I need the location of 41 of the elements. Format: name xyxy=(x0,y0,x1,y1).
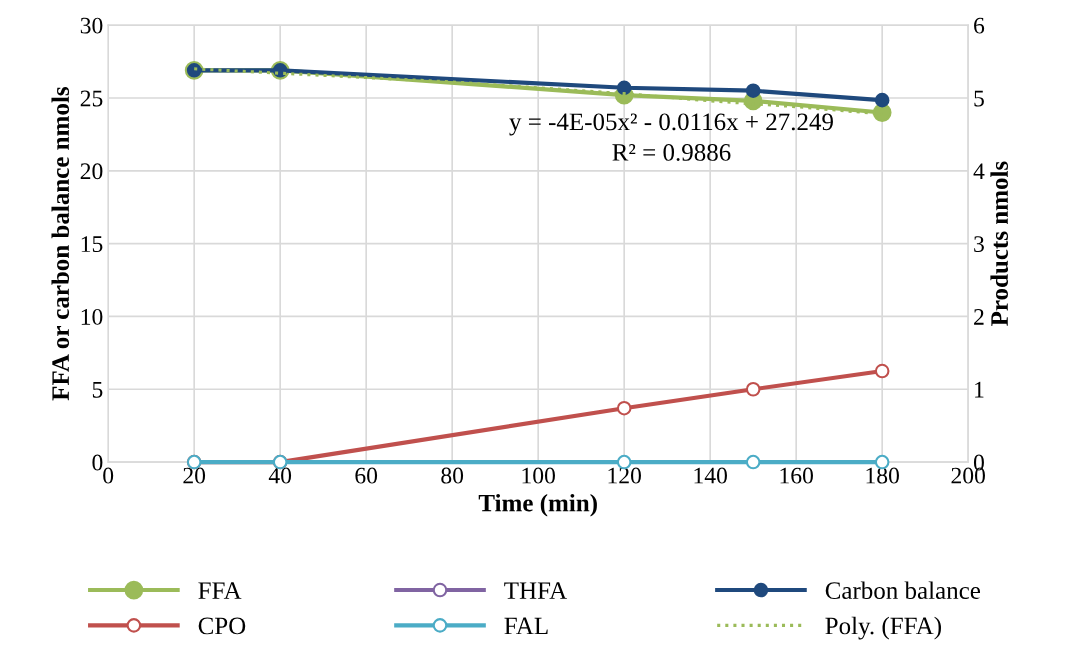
legend-label: THFA xyxy=(504,582,568,599)
legend-label: CPO xyxy=(198,617,246,635)
x-tick-label: 40 xyxy=(268,467,292,484)
point xyxy=(745,454,761,470)
x-tick-label: 160 xyxy=(780,467,813,484)
x-tick-label: 0 xyxy=(103,467,114,484)
y2-tick-label: 5 xyxy=(974,90,984,107)
y2-tick-label: 1 xyxy=(975,381,984,398)
y-tick-label: 25 xyxy=(80,90,103,107)
annotation: R² = 0.9886 xyxy=(612,143,731,161)
x-tick-label: 80 xyxy=(441,467,464,484)
y-tick-label: 15 xyxy=(81,236,103,253)
point xyxy=(874,363,890,379)
y2-tick-label: 2 xyxy=(974,308,984,325)
annotation: y = -4E-05x² - 0.0116x + 27.249 xyxy=(509,113,833,136)
x-tick-label: 20 xyxy=(183,467,206,484)
y-tick-label: 0 xyxy=(92,454,103,471)
y2-axis-title: Products nmols xyxy=(990,161,1009,326)
y-tick-label: 20 xyxy=(80,163,103,180)
y-tick-label: 10 xyxy=(81,308,103,325)
x-tick-label: 60 xyxy=(355,467,378,484)
point xyxy=(745,83,761,98)
x-tick-label: 140 xyxy=(694,467,727,484)
y2-tick-label: 6 xyxy=(974,17,985,34)
y-tick-label: 5 xyxy=(92,381,103,398)
legend-label: Carbon balance xyxy=(825,581,980,600)
x-tick-label: 180 xyxy=(866,467,899,484)
x-tick-label: 120 xyxy=(608,467,641,484)
y2-tick-label: 3 xyxy=(974,236,984,253)
legend-label: FAL xyxy=(504,617,548,635)
x-tick-label: 100 xyxy=(522,467,555,484)
point xyxy=(616,80,632,96)
point xyxy=(616,400,632,416)
x-axis-title: Time (min) xyxy=(478,493,597,517)
y2-tick-label: 4 xyxy=(973,163,985,179)
legend-label: Poly. (FFA) xyxy=(825,616,941,640)
legend-label: FFA xyxy=(198,582,242,599)
point xyxy=(874,92,890,108)
y-axis-title: FFA or carbon balance nmols xyxy=(51,87,70,401)
y-tick-label: 30 xyxy=(80,17,103,34)
point xyxy=(745,381,761,397)
